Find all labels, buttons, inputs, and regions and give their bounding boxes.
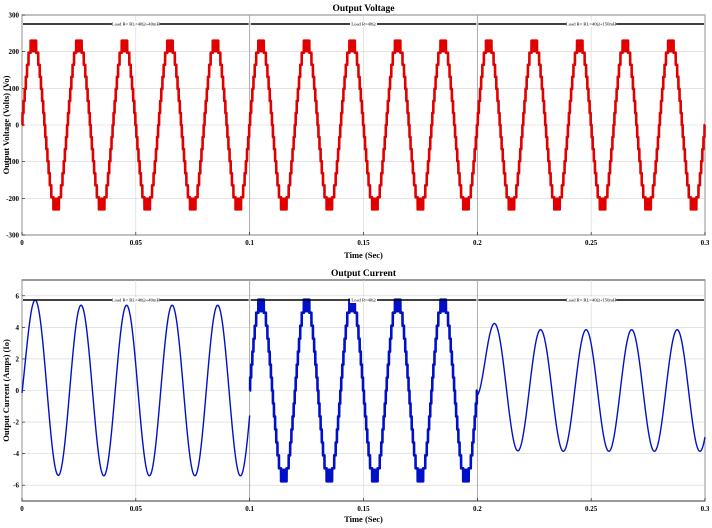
y-tick-label: -4: [13, 450, 19, 458]
pwm-peak-band: [441, 299, 446, 313]
x-axis-label: Time (Sec): [344, 514, 383, 524]
pwm-peak-band: [327, 197, 332, 210]
pwm-peak-band: [213, 40, 218, 53]
series-line-segment-3: [476, 322, 706, 452]
series-line-segment-2: [248, 39, 479, 211]
pwm-peak-band: [350, 40, 355, 53]
load-label-bg: [350, 21, 377, 27]
pwm-peak-band: [395, 40, 400, 53]
y-tick-label: 0: [16, 122, 20, 130]
series-line-segment-1: [21, 299, 251, 477]
pwm-peak-band: [327, 468, 332, 482]
x-axis-label: Time (Sec): [344, 250, 383, 260]
x-tick-label: 0.25: [585, 505, 598, 513]
chart-title: Output Current: [331, 269, 397, 279]
pwm-peak-band: [463, 197, 468, 210]
current-chart: 0 0.05 0.1 0.15 0.2 0.25 0.3 -6 -4 -2 0 2 4 6 Output C…: [1, 269, 710, 524]
x-tick-label: 0.05: [130, 505, 143, 513]
x-tick-label: 0: [20, 505, 24, 513]
pwm-peak-band: [281, 468, 286, 482]
pwm-peak-band: [259, 299, 264, 313]
x-tick-label: 0.25: [585, 239, 598, 247]
pwm-peak-band: [304, 40, 309, 53]
pwm-peak-band: [167, 40, 173, 53]
y-tick-label: 2: [16, 355, 20, 363]
pwm-peak-band: [463, 468, 468, 482]
pwm-peak-band: [441, 40, 446, 53]
load-label: Load R= RL=40Ω+150mH: [566, 22, 617, 27]
pwm-peak-band: [99, 197, 104, 210]
load-label: Load R=40Ω: [351, 22, 376, 27]
x-tick-label: 0: [20, 239, 24, 247]
x-tick-label: 0.1: [245, 505, 254, 513]
x-tick-label: 0.3: [701, 239, 710, 247]
series-line-segment-3: [476, 39, 707, 211]
pwm-peak-band: [145, 197, 150, 210]
pwm-peak-band: [281, 197, 286, 210]
y-axis-label: Output Current (Amps) (Io): [1, 339, 11, 442]
pwm-peak-band: [31, 40, 36, 53]
y-tick-label: 200: [9, 48, 20, 56]
load-label-bg: [566, 21, 617, 27]
pwm-peak-band: [350, 299, 355, 313]
load-label-bg: [566, 297, 617, 303]
y-tick-label: 100: [9, 85, 20, 93]
pwm-peak-band: [259, 40, 264, 53]
y-tick-label: -6: [13, 482, 19, 490]
pwm-peak-band: [691, 197, 696, 210]
load-label-bg: [111, 21, 160, 27]
pwm-peak-band: [532, 40, 537, 53]
y-tick-label: -300: [6, 232, 19, 240]
series-line-segment-1: [20, 39, 251, 211]
load-label: Load R=40Ω: [351, 298, 376, 303]
pwm-peak-band: [509, 197, 514, 210]
pwm-peak-band: [668, 40, 673, 53]
pwm-peak-band: [304, 299, 309, 313]
pwm-peak-band: [122, 40, 127, 53]
pwm-peak-band: [236, 197, 241, 210]
pwm-peak-band: [577, 40, 582, 53]
y-tick-label: -200: [6, 195, 19, 203]
x-tick-label: 0.15: [357, 239, 370, 247]
x-tick-label: 0.3: [701, 505, 710, 513]
pwm-peak-band: [418, 468, 423, 482]
pwm-peak-band: [190, 197, 195, 210]
pwm-peak-band: [554, 197, 560, 210]
voltage-chart: 0 0.05 0.1 0.15 0.2 0.25 0.3 -300 -200 -100 0 100 20…: [1, 4, 710, 260]
pwm-peak-band: [600, 197, 605, 210]
series-line-segment-2: [248, 298, 479, 483]
pwm-peak-band: [54, 197, 59, 210]
pwm-peak-band: [372, 468, 377, 482]
y-tick-label: 4: [16, 324, 20, 332]
pwm-peak-band: [623, 40, 628, 53]
y-tick-label: 0: [16, 387, 20, 395]
load-label: Load R= RL=40Ω+40mH: [112, 22, 161, 27]
load-label-bg: [350, 297, 377, 303]
chart-title: Output Voltage: [332, 4, 394, 14]
y-tick-label: 6: [16, 292, 20, 300]
pwm-peak-band: [372, 197, 377, 210]
y-tick-label: 300: [9, 12, 20, 20]
x-tick-label: 0.2: [473, 505, 482, 513]
pwm-peak-band: [395, 299, 400, 313]
load-label-bg: [111, 297, 160, 303]
load-label: Load R= RL=40Ω+150mH: [566, 298, 617, 303]
pwm-peak-band: [646, 197, 651, 210]
pwm-peak-band: [76, 40, 81, 53]
pwm-peak-band: [486, 40, 491, 53]
pwm-peak-band: [418, 197, 423, 210]
x-tick-label: 0.1: [245, 239, 254, 247]
x-tick-label: 0.2: [473, 239, 482, 247]
x-tick-label: 0.15: [357, 505, 370, 513]
y-tick-label: -100: [6, 158, 19, 166]
y-axis-label: Output Voltage (Volts) (Vo): [1, 75, 11, 174]
load-label: Load R= RL=40Ω+40mH: [112, 298, 161, 303]
x-tick-label: 0.05: [130, 239, 143, 247]
y-tick-label: -2: [13, 419, 19, 427]
